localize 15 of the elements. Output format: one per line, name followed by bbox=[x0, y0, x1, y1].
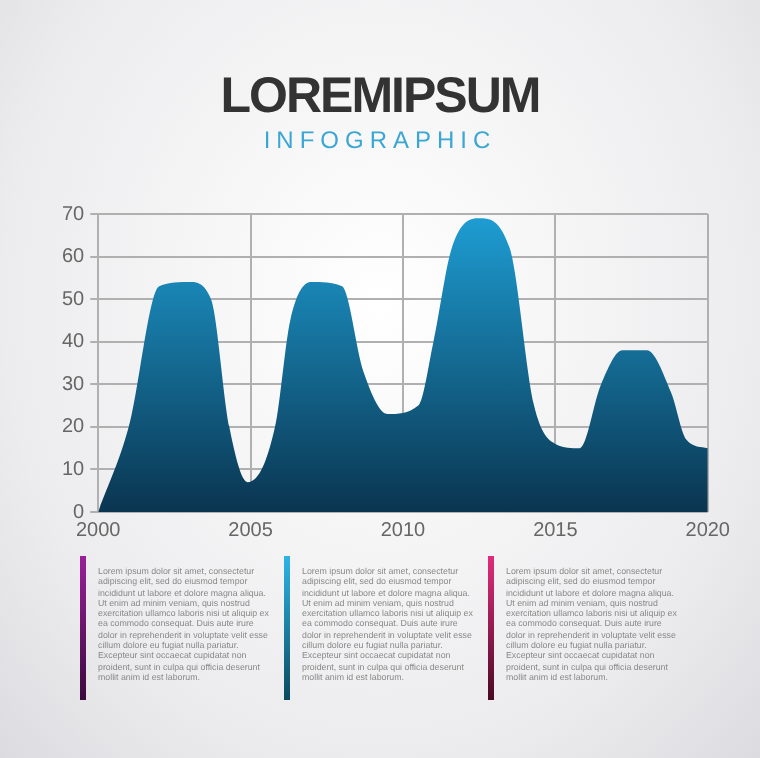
y-tick-label: 40 bbox=[62, 331, 86, 354]
y-tick-label: 60 bbox=[62, 246, 86, 269]
chart-title: LOREMIPSUM bbox=[218, 68, 542, 126]
y-tick-label: 70 bbox=[62, 203, 86, 226]
y-tick-label: 30 bbox=[62, 373, 86, 396]
x-tick-label: 2000 bbox=[76, 519, 122, 542]
x-tick-label: 2015 bbox=[533, 519, 579, 542]
chart-subtitle: INFOGRAPHIC bbox=[261, 126, 499, 154]
x-tick-label: 2020 bbox=[685, 519, 731, 542]
y-tick-label: 50 bbox=[62, 288, 86, 311]
y-tick-label: 0 bbox=[73, 501, 86, 524]
x-tick-label: 2010 bbox=[380, 519, 427, 542]
y-tick-label: 10 bbox=[62, 458, 86, 481]
x-tick-label: 2005 bbox=[228, 519, 274, 542]
y-tick-label: 20 bbox=[62, 416, 86, 439]
